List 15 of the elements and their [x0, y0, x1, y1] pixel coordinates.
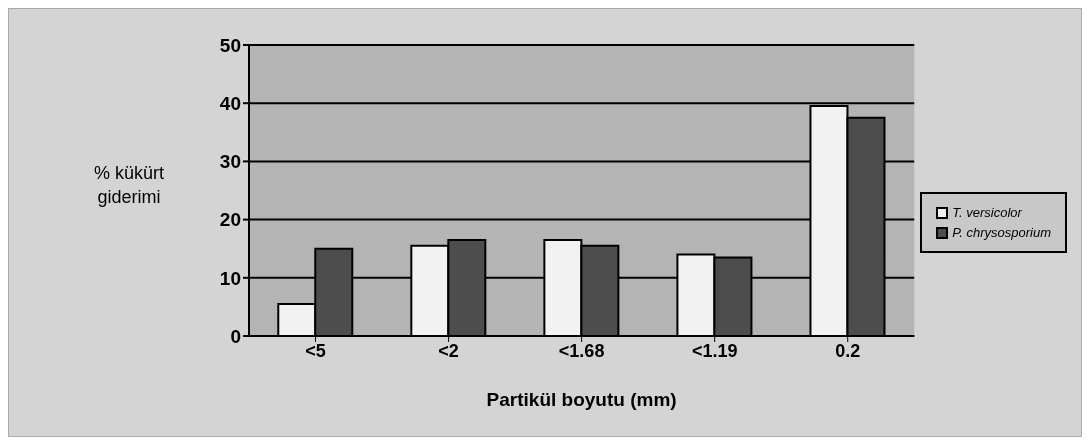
y-tick-label: 0 — [230, 325, 241, 347]
x-tick-label: <5 — [305, 340, 326, 361]
x-tick-label: <2 — [438, 340, 459, 361]
y-tick-label: 20 — [219, 209, 241, 231]
y-tick-label: 10 — [219, 267, 241, 289]
x-tick-label: <1.68 — [558, 340, 605, 361]
y-tick-label: 50 — [219, 34, 241, 56]
x-tick-label: <1.19 — [691, 340, 738, 361]
x-axis-title: Partikül boyutu (mm) — [486, 389, 677, 410]
y-axis-title: % kükürt giderimi — [93, 163, 165, 207]
legend-label: P. chrysosporium — [951, 225, 1051, 240]
y-tick-label: 30 — [219, 151, 241, 173]
y-tick-label: 40 — [219, 92, 241, 114]
legend-label: T. versicolor — [951, 205, 1024, 220]
x-tick-label: 0.2 — [835, 340, 861, 361]
